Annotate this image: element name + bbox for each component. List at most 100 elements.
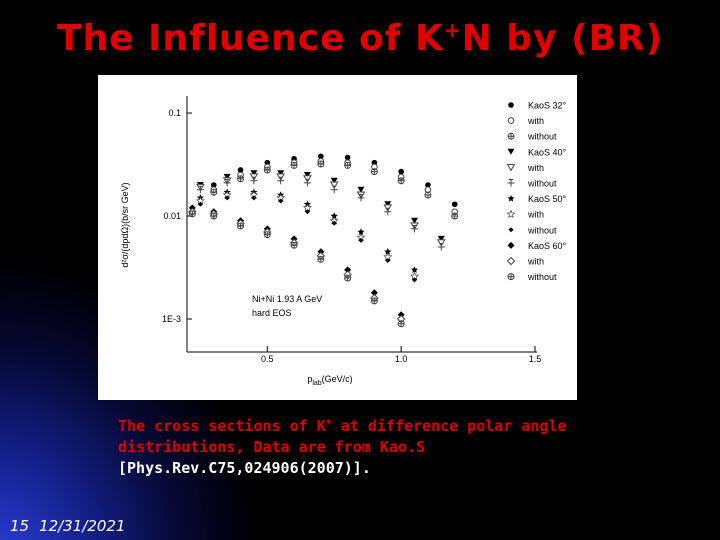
legend-marker bbox=[507, 117, 515, 124]
caption-text: The cross sections of K bbox=[118, 417, 326, 435]
legend-label: with bbox=[527, 210, 544, 220]
y-tick-label: 1E-3 bbox=[162, 314, 181, 324]
marker bbox=[385, 257, 391, 263]
legend-label: without bbox=[527, 225, 557, 235]
caption-line: The cross sections of K+ at difference p… bbox=[118, 412, 567, 437]
marker bbox=[237, 167, 244, 173]
x-axis-label: plab(GeV/c) bbox=[307, 374, 352, 387]
marker bbox=[397, 320, 405, 328]
marker bbox=[278, 198, 284, 204]
marker bbox=[237, 222, 245, 230]
legend-label: with bbox=[527, 116, 544, 126]
legend-marker bbox=[507, 132, 515, 140]
y-axis-label: d²σ/(dpdΩ)(b/sr GeV) bbox=[120, 182, 130, 267]
marker bbox=[304, 209, 310, 215]
marker bbox=[451, 212, 459, 220]
marker bbox=[196, 185, 204, 194]
marker bbox=[303, 175, 312, 183]
marker bbox=[397, 311, 405, 319]
marker bbox=[451, 201, 458, 208]
marker bbox=[370, 289, 378, 297]
marker bbox=[344, 274, 352, 282]
marker bbox=[344, 154, 351, 161]
date: 12/31/2021 bbox=[39, 517, 126, 535]
marker bbox=[277, 176, 285, 185]
marker bbox=[250, 176, 258, 185]
caption: The cross sections of K+ at difference p… bbox=[118, 412, 567, 479]
marker bbox=[330, 185, 338, 194]
marker bbox=[330, 212, 338, 220]
marker bbox=[210, 182, 217, 188]
x-label-sub: lab bbox=[312, 380, 321, 387]
marker bbox=[410, 266, 419, 273]
marker bbox=[223, 178, 231, 187]
marker bbox=[318, 153, 324, 160]
marker bbox=[197, 201, 203, 207]
marker bbox=[357, 186, 365, 193]
legend-marker bbox=[506, 163, 516, 172]
marker bbox=[370, 297, 378, 305]
marker bbox=[224, 195, 230, 201]
marker bbox=[384, 207, 392, 216]
footer: 15 12/31/2021 bbox=[10, 517, 136, 535]
marker bbox=[237, 175, 245, 183]
legend-label: KaoS 32° bbox=[528, 101, 567, 111]
marker bbox=[331, 220, 337, 226]
legend-label: KaoS 50° bbox=[528, 194, 567, 204]
slide-title: The Influence of K+N by (BR) bbox=[0, 18, 720, 59]
marker bbox=[425, 182, 431, 188]
marker bbox=[290, 241, 298, 249]
x-tick-label: 1.5 bbox=[529, 354, 542, 364]
marker bbox=[411, 217, 419, 224]
marker bbox=[263, 231, 271, 239]
x-tick-label: 1.0 bbox=[395, 354, 408, 364]
title-text: The Influence of K bbox=[56, 18, 444, 59]
marker bbox=[436, 239, 446, 247]
marker bbox=[437, 235, 445, 242]
x-label-part: (GeV/c) bbox=[322, 374, 353, 384]
marker bbox=[317, 160, 325, 168]
legend-label: with bbox=[527, 257, 544, 267]
legend-label: without bbox=[527, 272, 557, 282]
legend-marker bbox=[507, 273, 515, 281]
y-tick-label: 0.01 bbox=[163, 211, 181, 221]
caption-text: at difference polar angle bbox=[331, 417, 567, 435]
page-number: 15 bbox=[10, 517, 30, 535]
marker bbox=[329, 181, 339, 190]
annotation: hard EOS bbox=[252, 308, 292, 318]
marker bbox=[384, 201, 392, 208]
legend-marker bbox=[507, 148, 515, 155]
legend-marker bbox=[506, 209, 516, 219]
legend-label: KaoS 40° bbox=[528, 147, 567, 157]
marker bbox=[344, 162, 352, 169]
chart-background bbox=[98, 75, 577, 400]
marker bbox=[424, 191, 432, 199]
marker bbox=[277, 170, 285, 177]
legend-label: without bbox=[527, 179, 557, 189]
x-tick-label: 0.5 bbox=[261, 354, 274, 364]
marker bbox=[290, 162, 298, 169]
y-tick-label: 0.1 bbox=[168, 108, 181, 118]
caption-sup: + bbox=[325, 417, 332, 428]
marker bbox=[411, 224, 419, 233]
legend-marker bbox=[508, 227, 514, 233]
caption-line: [Phys.Rev.C75,024906(2007)]. bbox=[118, 459, 371, 477]
marker bbox=[437, 243, 445, 251]
marker bbox=[384, 247, 392, 255]
marker bbox=[412, 277, 418, 283]
marker bbox=[357, 193, 365, 202]
marker bbox=[397, 177, 405, 185]
marker bbox=[358, 237, 364, 243]
legend-marker bbox=[507, 241, 515, 249]
title-text: N by (BR) bbox=[461, 18, 664, 59]
marker bbox=[317, 255, 325, 263]
legend-marker bbox=[507, 194, 515, 202]
legend-label: KaoS 60° bbox=[528, 241, 567, 251]
legend-marker bbox=[508, 102, 514, 108]
marker bbox=[370, 168, 378, 176]
legend-label: with bbox=[527, 163, 544, 173]
marker bbox=[344, 266, 352, 274]
legend-marker bbox=[507, 179, 515, 187]
